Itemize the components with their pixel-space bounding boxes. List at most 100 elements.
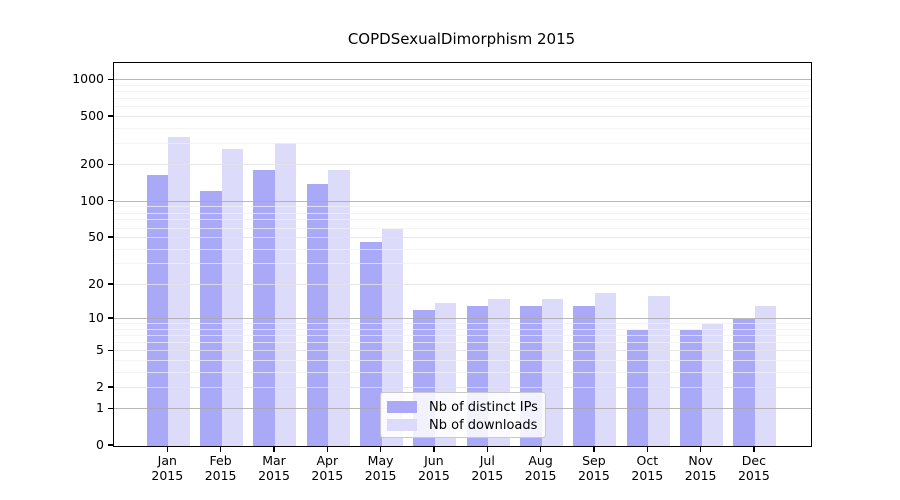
legend-label-distinct-ips: Nb of distinct IPs bbox=[429, 399, 538, 415]
gridline-90 bbox=[114, 206, 811, 208]
gridline-4 bbox=[114, 359, 811, 361]
y-tick-label-5: 5 bbox=[96, 342, 104, 358]
y-tick-1000 bbox=[108, 78, 113, 81]
y-tick-100 bbox=[108, 200, 113, 202]
gridline-80 bbox=[114, 212, 811, 214]
gridline-60 bbox=[114, 227, 811, 229]
bar-downloads bbox=[328, 170, 350, 446]
legend-entry-distinct-ips: Nb of distinct IPs bbox=[387, 398, 539, 416]
bar-downloads bbox=[594, 293, 617, 446]
bar-distinct-ips bbox=[733, 319, 755, 446]
y-tick-5 bbox=[108, 349, 113, 351]
x-tick-label-aug: Aug 2015 bbox=[513, 453, 569, 483]
x-tick-jul bbox=[486, 446, 488, 452]
gridline-2 bbox=[114, 386, 811, 388]
x-tick-nov bbox=[699, 446, 702, 452]
legend-label-downloads: Nb of downloads bbox=[429, 417, 538, 433]
gridline-9 bbox=[114, 323, 811, 325]
x-tick-year: 2015 bbox=[684, 468, 717, 483]
gridline-400 bbox=[114, 127, 811, 129]
gridline-30 bbox=[114, 263, 811, 265]
x-tick-label-nov: Nov 2015 bbox=[673, 453, 729, 483]
gridline-900 bbox=[114, 85, 811, 86]
x-tick-year: 2015 bbox=[631, 468, 664, 483]
bar-downloads bbox=[754, 306, 777, 446]
x-tick-label-jan: Jan 2015 bbox=[139, 453, 195, 483]
x-tick-year: 2015 bbox=[577, 468, 610, 483]
bar-distinct-ips bbox=[306, 183, 329, 446]
y-tick-label-10: 10 bbox=[88, 310, 104, 326]
gridline-600 bbox=[114, 106, 811, 108]
x-tick-label-may: May 2015 bbox=[353, 453, 409, 483]
legend-swatch-downloads bbox=[387, 419, 417, 431]
bar-distinct-ips bbox=[146, 174, 169, 446]
gridline-100 bbox=[114, 200, 811, 202]
bar-downloads bbox=[274, 143, 297, 446]
x-tick-year: 2015 bbox=[524, 468, 557, 483]
x-tick-mar bbox=[273, 446, 275, 452]
y-tick-label-50: 50 bbox=[88, 228, 104, 244]
x-tick-sep bbox=[593, 446, 595, 452]
gridline-40 bbox=[114, 248, 811, 250]
gridline-200 bbox=[114, 164, 811, 166]
y-tick-1 bbox=[108, 407, 113, 409]
plot-area bbox=[113, 62, 812, 447]
y-tick-label-500: 500 bbox=[80, 108, 104, 123]
gridline-20 bbox=[114, 283, 811, 285]
bar-downloads bbox=[168, 137, 190, 446]
y-tick-50 bbox=[108, 236, 113, 238]
x-tick-apr bbox=[326, 446, 328, 452]
x-tick-jan bbox=[166, 446, 168, 452]
gridline-1000 bbox=[114, 79, 811, 81]
gridline-5 bbox=[114, 350, 811, 352]
x-tick-label-jun: Jun 2015 bbox=[406, 453, 462, 483]
gridline-700 bbox=[114, 98, 811, 100]
bar-downloads bbox=[701, 324, 724, 446]
y-tick-500 bbox=[108, 115, 113, 117]
gridline-8 bbox=[114, 328, 811, 330]
x-tick-year: 2015 bbox=[737, 468, 770, 483]
x-tick-year: 2015 bbox=[151, 468, 184, 483]
legend-swatch-distinct-ips bbox=[387, 401, 417, 413]
x-tick-label-mar: Mar 2015 bbox=[246, 453, 302, 483]
gridline-300 bbox=[114, 143, 811, 144]
x-tick-label-apr: Apr 2015 bbox=[299, 453, 355, 483]
x-tick-year: 2015 bbox=[471, 468, 504, 483]
x-tick-dec bbox=[753, 446, 755, 452]
y-tick-label-1000: 1000 bbox=[72, 71, 104, 87]
x-tick-year: 2015 bbox=[417, 468, 450, 483]
gridline-7 bbox=[114, 335, 811, 336]
bar-distinct-ips bbox=[573, 306, 595, 446]
y-tick-20 bbox=[108, 283, 113, 285]
bar-distinct-ips bbox=[253, 170, 275, 446]
x-tick-label-sep: Sep 2015 bbox=[566, 453, 622, 483]
gridline-6 bbox=[114, 342, 811, 343]
gridline-10 bbox=[114, 318, 811, 320]
x-tick-year: 2015 bbox=[364, 468, 397, 483]
x-tick-label-dec: Dec 2015 bbox=[726, 453, 782, 483]
bar-downloads bbox=[381, 229, 404, 446]
bar-downloads bbox=[221, 149, 244, 446]
y-tick-label-100: 100 bbox=[80, 192, 104, 208]
x-tick-jun bbox=[433, 446, 435, 452]
x-tick-year: 2015 bbox=[204, 468, 237, 483]
x-tick-label-oct: Oct 2015 bbox=[619, 453, 675, 483]
y-tick-0 bbox=[108, 444, 113, 446]
x-tick-may bbox=[379, 446, 382, 452]
gridline-500 bbox=[114, 116, 811, 117]
x-tick-year: 2015 bbox=[311, 468, 344, 483]
x-tick-feb bbox=[219, 446, 222, 452]
bar-distinct-ips bbox=[360, 242, 382, 446]
y-tick-label-1: 1 bbox=[96, 400, 104, 416]
x-tick-year: 2015 bbox=[258, 468, 290, 483]
gridline-3 bbox=[114, 371, 811, 373]
x-tick-oct bbox=[646, 446, 648, 452]
y-tick-10 bbox=[108, 317, 113, 319]
y-tick-2 bbox=[108, 386, 113, 388]
y-tick-label-20: 20 bbox=[88, 275, 104, 291]
x-tick-aug bbox=[539, 446, 542, 452]
legend: Nb of distinct IPs Nb of downloads bbox=[380, 392, 546, 438]
gridline-70 bbox=[114, 219, 811, 221]
y-tick-200 bbox=[108, 163, 113, 166]
